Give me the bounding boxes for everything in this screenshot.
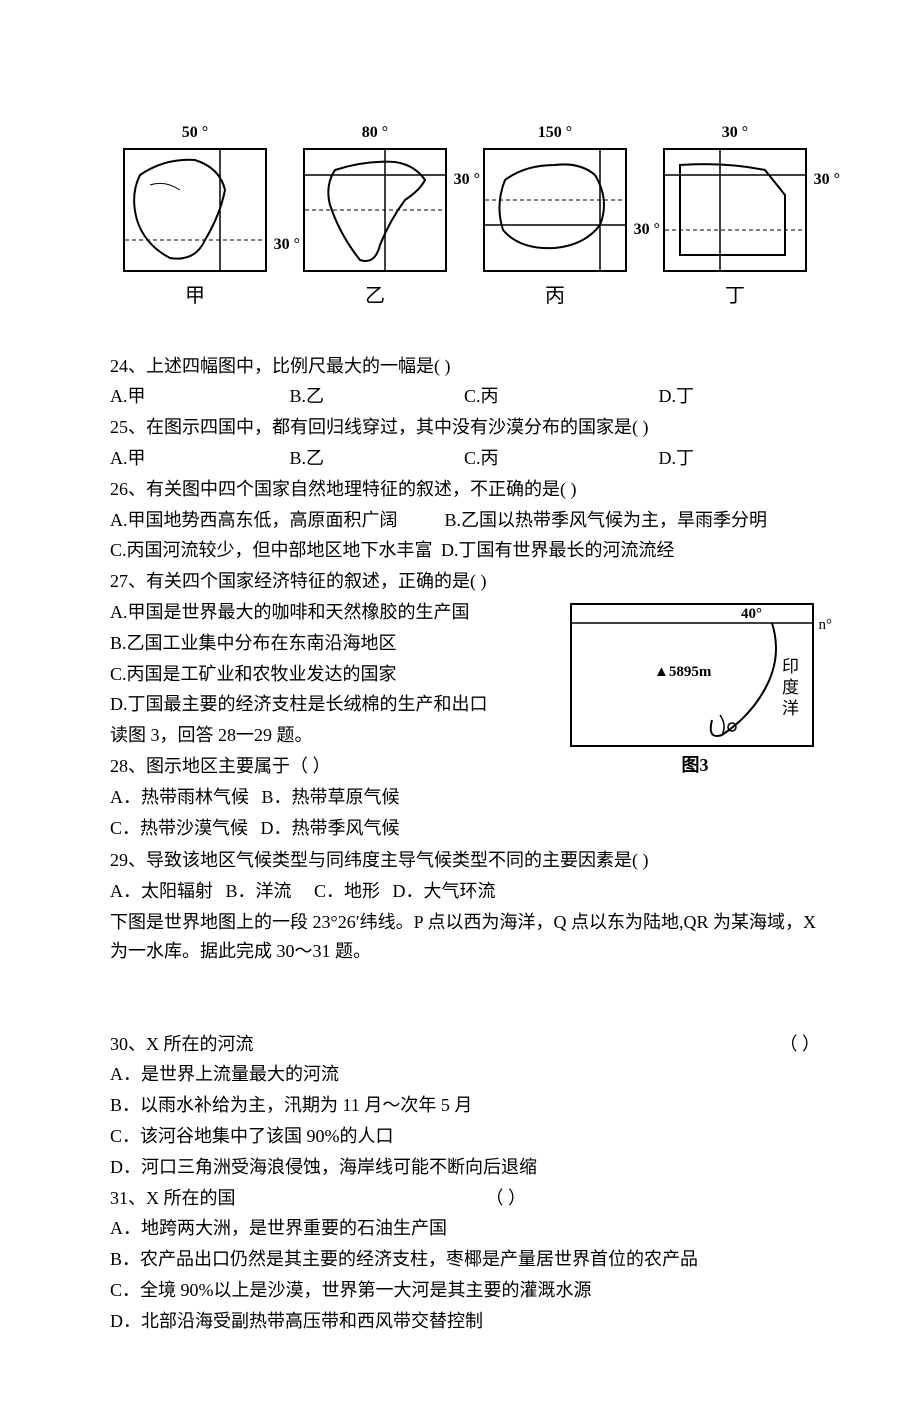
q25-opt-a: A.甲 bbox=[110, 444, 285, 473]
map-top-label: 80 ° bbox=[362, 120, 388, 146]
brazil-outline-icon bbox=[125, 150, 265, 270]
q31-stem-left: 31、X 所在的国 bbox=[110, 1184, 236, 1213]
q25-opt-b: B.乙 bbox=[290, 444, 460, 473]
figure-3-ocean-label: 印度洋 bbox=[775, 657, 802, 720]
q25-opt-d: D.丁 bbox=[659, 448, 695, 468]
egypt-outline-icon bbox=[665, 150, 805, 270]
q24-options: A.甲 B.乙 C.丙 D.丁 bbox=[110, 382, 820, 411]
map-box-bing: 30 ° bbox=[483, 148, 627, 272]
q31-stem-right: （ ） bbox=[486, 1184, 527, 1213]
map-box-ding: 30 ° bbox=[663, 148, 807, 272]
q29-stem: 29、导致该地区气候类型与同纬度主导气候类型不同的主要因素是( ) bbox=[110, 846, 820, 875]
q28-opt-d: D．热带季风气候 bbox=[261, 818, 400, 838]
q30-stem-right: （ ） bbox=[780, 1030, 821, 1059]
spacer bbox=[110, 968, 820, 1028]
q30-opt-a: A．是世界上流量最大的河流 bbox=[110, 1060, 820, 1089]
figure-3-lat-label: 40° bbox=[741, 602, 762, 626]
figure-3-peak-label: ▲5895m bbox=[654, 660, 711, 684]
q30-opt-b: B．以雨水补给为主，汛期为 11 月～次年 5 月 bbox=[110, 1091, 820, 1120]
q30-opt-c: C．该河谷地集中了该国 90%的人口 bbox=[110, 1122, 820, 1151]
map-caption: 丙 bbox=[545, 280, 565, 312]
pre-q30-text: 下图是世界地图上的一段 23°26′纬线。P 点以西为海洋，Q 点以东为陆地,Q… bbox=[110, 908, 820, 966]
q31-opt-b: B．农产品出口仍然是其主要的经济支柱，枣椰是产量居世界首位的农产品 bbox=[110, 1245, 820, 1274]
map-right-label: 30 ° bbox=[274, 232, 300, 258]
figure-3-n-label: n° bbox=[819, 613, 833, 637]
map-item-jia: 50 ° 30 ° 甲 bbox=[123, 120, 267, 312]
map-item-yi: 80 ° 30 ° 乙 bbox=[303, 120, 447, 312]
map-top-label: 50 ° bbox=[182, 120, 208, 146]
q31-stem-row: 31、X 所在的国 （ ） bbox=[110, 1184, 820, 1213]
figure-3-caption: 图3 bbox=[570, 751, 820, 780]
map-top-label: 30 ° bbox=[722, 120, 748, 146]
q29-opt-d: D．大气环流 bbox=[393, 881, 496, 901]
figure-3: 40° n° ▲5895m 印度洋 图3 bbox=[570, 603, 820, 780]
q29-opt-b: B．洋流 bbox=[226, 881, 292, 901]
q30-opt-d: D．河口三角洲受海浪侵蚀，海岸线可能不断向后退缩 bbox=[110, 1153, 820, 1182]
q29-opt-c: C．地形 bbox=[314, 881, 380, 901]
q26-line1: A.甲国地势西高东低，高原面积广阔 B.乙国以热带季风气候为主，旱雨季分明 bbox=[110, 506, 820, 535]
q28-opt-c: C．热带沙漠气候 bbox=[110, 818, 248, 838]
q24-opt-a: A.甲 bbox=[110, 382, 285, 411]
map-box-yi: 30 ° bbox=[303, 148, 447, 272]
q26-opt-c: C.丙国河流较少，但中部地区地下水丰富 bbox=[110, 536, 433, 565]
q24-opt-c: C.丙 bbox=[464, 382, 654, 411]
australia-outline-icon bbox=[485, 150, 625, 270]
q26-line2: C.丙国河流较少，但中部地区地下水丰富 D.丁国有世界最长的河流流经 bbox=[110, 536, 820, 565]
q28-opt-a: A．热带雨林气候 bbox=[110, 787, 249, 807]
map-box-jia: 30 ° bbox=[123, 148, 267, 272]
q31-opt-d: D．北部沿海受副热带高压带和西风带交替控制 bbox=[110, 1307, 820, 1336]
country-maps-row: 50 ° 30 ° 甲 80 ° bbox=[110, 120, 820, 312]
q31-opt-c: C．全境 90%以上是沙漠，世界第一大河是其主要的灌溉水源 bbox=[110, 1276, 820, 1305]
q25-options: A.甲 B.乙 C.丙 D.丁 bbox=[110, 444, 820, 473]
map-top-label: 150 ° bbox=[538, 120, 572, 146]
q26-opt-d: D.丁国有世界最长的河流流经 bbox=[441, 540, 675, 560]
q29-opt-a: A．太阳辐射 bbox=[110, 881, 213, 901]
q27-stem: 27、有关四个国家经济特征的叙述，正确的是( ) bbox=[110, 567, 820, 596]
q31-opt-a: A．地跨两大洲，是世界重要的石油生产国 bbox=[110, 1214, 820, 1243]
india-outline-icon bbox=[305, 150, 445, 270]
q25-opt-c: C.丙 bbox=[464, 444, 654, 473]
q29-options: A．太阳辐射 B．洋流 C．地形 D．大气环流 bbox=[110, 877, 820, 906]
q24-opt-d: D.丁 bbox=[659, 386, 695, 406]
map-caption: 丁 bbox=[725, 280, 745, 312]
q24-opt-b: B.乙 bbox=[290, 382, 460, 411]
map-caption: 乙 bbox=[365, 280, 385, 312]
q26-stem: 26、有关图中四个国家自然地理特征的叙述，不正确的是( ) bbox=[110, 475, 820, 504]
q30-stem-left: 30、X 所在的河流 bbox=[110, 1030, 254, 1059]
q28-line1: A．热带雨林气候 B．热带草原气候 bbox=[110, 783, 820, 812]
q28-line2: C．热带沙漠气候 D．热带季风气候 bbox=[110, 814, 820, 843]
map-item-bing: 150 ° 30 ° 丙 bbox=[483, 120, 627, 312]
map-right-label: 30 ° bbox=[454, 167, 480, 193]
q30-stem-row: 30、X 所在的河流 （ ） bbox=[110, 1030, 820, 1059]
map-item-ding: 30 ° 30 ° 丁 bbox=[663, 120, 807, 312]
q28-opt-b: B．热带草原气候 bbox=[262, 787, 400, 807]
map-right-label: 30 ° bbox=[634, 217, 660, 243]
q24-stem: 24、上述四幅图中，比例尺最大的一幅是( ) bbox=[110, 352, 820, 381]
map-right-label: 30 ° bbox=[814, 167, 840, 193]
map-caption: 甲 bbox=[185, 280, 205, 312]
q26-opt-a: A.甲国地势西高东低，高原面积广阔 bbox=[110, 506, 440, 535]
figure-3-box: 40° n° ▲5895m 印度洋 bbox=[570, 603, 814, 747]
q25-stem: 25、在图示四国中，都有回归线穿过，其中没有沙漠分布的国家是( ) bbox=[110, 413, 820, 442]
q26-opt-b: B.乙国以热带季风气候为主，旱雨季分明 bbox=[445, 510, 768, 530]
